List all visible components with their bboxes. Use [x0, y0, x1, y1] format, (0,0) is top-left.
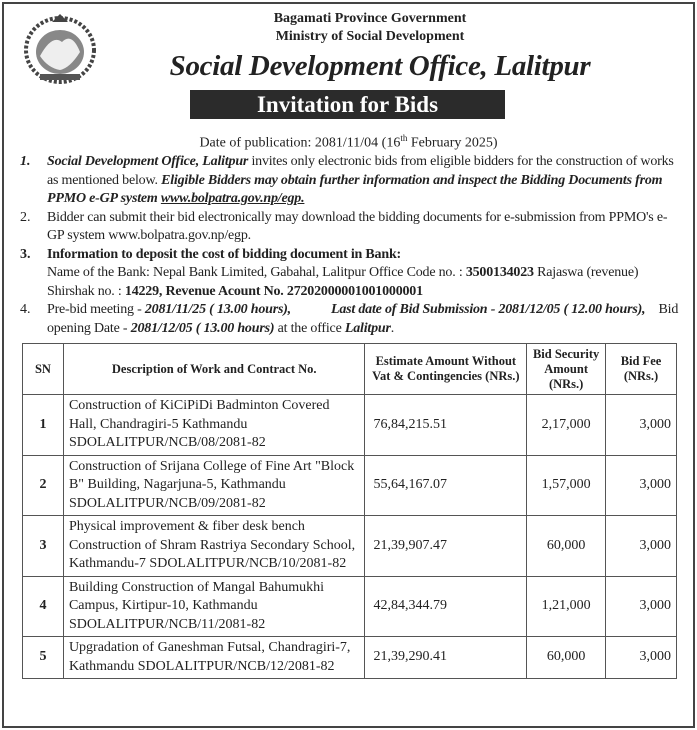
item-number: 3.: [20, 246, 31, 262]
cell-sn: 4: [22, 575, 64, 637]
table-header-row: SN Description of Work and Contract No. …: [22, 343, 677, 395]
cell-bid-fee: 3,000: [605, 454, 677, 516]
item-text: Bidder can submit their bid electronical…: [47, 209, 668, 244]
item-text: Pre-bid meeting - 2081/11/25 ( 13.00 hou…: [47, 301, 680, 338]
pub-date-suffix: February 2025): [407, 135, 498, 151]
cell-estimate: 42,84,344.79: [364, 575, 528, 637]
notice-item-1: 1. Social Development Office, Lalitpur i…: [20, 153, 680, 209]
text: Bid opening Date -: [47, 302, 679, 336]
account-number: 14229, Revenue Acount No. 27202000001001…: [124, 283, 423, 299]
office-location: Lalitpur: [344, 320, 391, 336]
notice-banner: Invitation for Bids: [190, 90, 505, 119]
cell-estimate: 76,84,215.51: [364, 394, 528, 456]
submission-date: Last date of Bid Submission - 2081/12/05…: [330, 302, 646, 317]
publication-date: Date of publication: 2081/11/04 (16th Fe…: [0, 133, 697, 152]
bids-table: SN Description of Work and Contract No. …: [22, 343, 677, 679]
cell-estimate: 21,39,907.47: [364, 515, 528, 577]
text: invites only electronic bids from eligib…: [47, 154, 674, 188]
cell-sn: 5: [22, 636, 64, 679]
cell-bid-security: 1,21,000: [526, 575, 607, 637]
cell-description: Physical improvement & fiber desk bench …: [62, 515, 366, 577]
item-number: 4.: [20, 302, 31, 317]
cell-bid-security: 60,000: [526, 636, 607, 679]
office-name: Social Development Office, Lalitpur: [47, 154, 249, 169]
opening-date: 2081/12/05 ( 13.00 hours): [130, 320, 275, 336]
table-row: 3 Physical improvement & fiber desk bench…: [22, 515, 677, 577]
cell-bid-fee: 3,000: [605, 575, 677, 637]
prebid-date: 2081/11/25 ( 13.00 hours),: [144, 302, 291, 317]
table-row: 4 Building Construction of Mangal Bahumuk…: [22, 575, 677, 637]
item-number: 2.: [20, 209, 31, 225]
header-description: Description of Work and Contract No.: [62, 343, 366, 395]
cell-bid-security: 60,000: [526, 515, 607, 577]
notice-items: 1. Social Development Office, Lalitpur i…: [20, 153, 680, 338]
table-row: 2 Construction of Srijana College of Fine…: [22, 454, 677, 516]
text-emphasis: Eligible Bidders may obtain further info…: [47, 172, 663, 207]
cell-sn: 1: [22, 394, 64, 456]
text: at the office: [274, 320, 345, 336]
notice-item-2: 2. Bidder can submit their bid electroni…: [20, 209, 680, 246]
item-text: Information to deposit the cost of biddi…: [47, 246, 680, 302]
office-title: Social Development Office, Lalitpur: [169, 50, 591, 82]
cell-bid-fee: 3,000: [605, 636, 677, 679]
item-text: Social Development Office, Lalitpur invi…: [47, 153, 680, 209]
province-name: Bagamati Province Government: [273, 11, 467, 26]
cell-description: Construction of Srijana College of Fine …: [62, 454, 366, 516]
bolpatra-link[interactable]: www.bolpatra.gov.np/egp.: [160, 191, 305, 206]
cell-description: Construction of KiCiPiDi Badminton Cover…: [62, 394, 366, 456]
text: Rajaswa (revenue) Shirshak no. :: [47, 265, 639, 299]
cell-bid-fee: 3,000: [605, 515, 677, 577]
cell-estimate: 21,39,290.41: [364, 636, 528, 679]
pub-date-sup: th: [400, 133, 408, 143]
pub-date-text: Date of publication: 2081/11/04 (16: [199, 135, 401, 151]
text: Pre-bid meeting -: [47, 302, 145, 317]
nepal-emblem-icon: [24, 14, 96, 84]
item-heading: Information to deposit the cost of biddi…: [47, 246, 401, 262]
cell-estimate: 55,64,167.07: [364, 454, 528, 516]
office-code: 3500134023: [465, 265, 534, 280]
cell-description: Upgradation of Ganeshman Futsal, Chandra…: [62, 636, 366, 679]
cell-bid-security: 1,57,000: [526, 454, 607, 516]
header-sn: SN: [22, 343, 64, 395]
text: Name of the Bank: Nepal Bank Limited, Ga…: [47, 265, 466, 280]
ministry-name: Ministry of Social Development: [275, 29, 465, 44]
table-row: 5 Upgradation of Ganeshman Futsal, Chandr…: [22, 636, 677, 679]
cell-bid-fee: 3,000: [605, 394, 677, 456]
header-estimate: Estimate Amount Without Vat & Contingenc…: [364, 343, 528, 395]
header-bid-fee: Bid Fee (NRs.): [605, 343, 677, 395]
cell-bid-security: 2,17,000: [526, 394, 607, 456]
cell-description: Building Construction of Mangal Bahumukh…: [62, 575, 366, 637]
header-bid-security: Bid Security Amount (NRs.): [526, 343, 607, 395]
notice-item-3: 3. Information to deposit the cost of bi…: [20, 246, 680, 302]
text: .: [390, 320, 395, 336]
cell-sn: 3: [22, 515, 64, 577]
notice-item-4: 4. Pre-bid meeting - 2081/11/25 ( 13.00 …: [20, 301, 680, 338]
cell-sn: 2: [22, 454, 64, 516]
item-number: 1.: [20, 154, 31, 169]
table-row: 1 Construction of KiCiPiDi Badminton Cove…: [22, 394, 677, 456]
